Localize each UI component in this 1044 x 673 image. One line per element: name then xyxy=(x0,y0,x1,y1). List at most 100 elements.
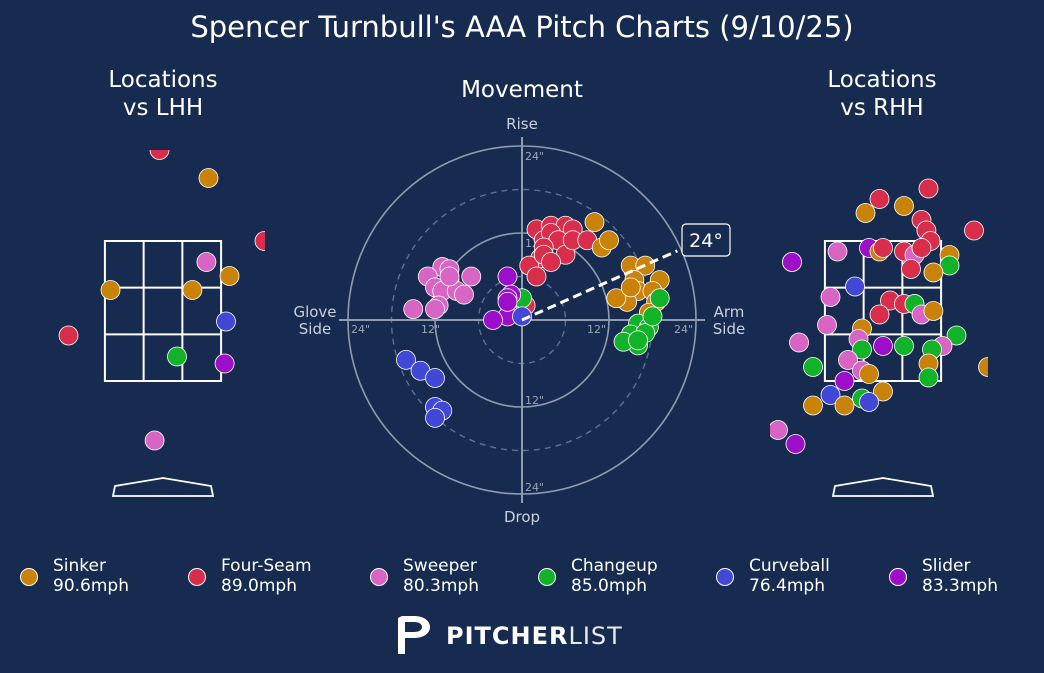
pitch-point-slider xyxy=(785,434,806,454)
pitch-point-sinker xyxy=(923,301,944,321)
movement-point-sweeper xyxy=(403,299,424,320)
logo-text-bold: PITCHER xyxy=(446,622,569,650)
pitch-point-four-seam xyxy=(901,259,921,279)
pitch-point-four-seam xyxy=(254,231,265,251)
movement-point-sinker xyxy=(599,230,619,251)
movement-point-sinker xyxy=(606,288,627,309)
pitch-point-four-seam xyxy=(869,304,890,325)
pitcherlist-logo-icon xyxy=(398,616,430,654)
movement-point-curveball xyxy=(396,349,416,370)
pitch-point-sweeper xyxy=(817,315,837,335)
ring-label: 12" xyxy=(525,394,544,407)
legend-swatch xyxy=(889,568,907,586)
pitch-point-sinker xyxy=(873,381,893,402)
movement-point-slider xyxy=(497,266,518,287)
movement-point-curveball xyxy=(425,407,445,428)
ring-label: 12" xyxy=(421,323,440,336)
ring-label: 24" xyxy=(525,150,544,163)
pitch-point-sinker xyxy=(182,280,203,300)
pitcherlist-logo-text: PITCHERLIST xyxy=(446,622,623,650)
pitch-point-curveball xyxy=(845,276,865,297)
rhh-panel-title: Locations vs RHH xyxy=(827,67,937,121)
movement-point-four-seam xyxy=(526,266,547,287)
pitch-point-sinker xyxy=(978,357,988,377)
pitch-point-changeup xyxy=(167,346,187,367)
pitcherlist-logo: PITCHERLIST xyxy=(394,612,634,658)
pitch-point-curveball xyxy=(820,385,841,405)
arm-angle-value: 24° xyxy=(689,230,723,252)
rhh-location-chart xyxy=(770,178,988,497)
movement-point-sweeper xyxy=(454,284,474,305)
arm-angle-line xyxy=(521,249,678,322)
pitch-point-sweeper xyxy=(789,332,809,353)
drop-label: Drop xyxy=(504,508,540,526)
pitch-legend: Sinker 90.6mph Four-Seam 89.0mph Sweeper 80.3… xyxy=(20,556,1030,600)
pitch-point-curveball xyxy=(859,392,879,412)
legend-pitch-speed: 76.4mph xyxy=(749,576,825,596)
pitch-point-sweeper xyxy=(838,350,858,370)
legend-pitch-name: Curveball xyxy=(749,556,830,576)
legend-pitch-name: Slider xyxy=(922,556,971,576)
movement-point-sweeper xyxy=(439,266,460,287)
pitch-point-changeup xyxy=(894,336,914,356)
pitch-point-slider xyxy=(834,371,855,391)
movement-point-sinker xyxy=(584,212,605,233)
movement-point-changeup xyxy=(642,306,663,327)
pitch-point-curveball xyxy=(216,311,236,332)
arm-angle-badge: 24° xyxy=(681,223,731,257)
pitch-point-changeup xyxy=(946,325,967,346)
movement-point-sweeper xyxy=(461,266,482,287)
pitch-point-changeup xyxy=(852,339,872,360)
legend-pitch-name: Sweeper xyxy=(403,556,477,576)
movement-point-sweeper xyxy=(425,299,445,320)
movement-point-slider xyxy=(497,291,518,312)
ring-label: 24" xyxy=(351,323,370,336)
pitch-point-sinker xyxy=(219,266,240,286)
pitch-point-sweeper xyxy=(196,252,217,272)
pitch-point-slider xyxy=(782,252,802,272)
movement-point-changeup xyxy=(649,288,670,309)
legend-pitch-speed: 80.3mph xyxy=(403,576,479,596)
legend-swatch xyxy=(20,568,38,586)
pitch-point-sinker xyxy=(923,262,944,283)
pitch-point-sinker xyxy=(855,203,876,223)
movement-point-curveball xyxy=(512,306,532,327)
legend-pitch-speed: 90.6mph xyxy=(53,576,129,596)
pitch-point-sinker xyxy=(100,280,121,300)
home-plate xyxy=(831,477,935,497)
pitch-point-slider xyxy=(873,336,893,356)
legend-swatch xyxy=(538,568,556,586)
glove-side-label: Glove Side xyxy=(293,303,336,338)
pitch-point-sinker xyxy=(198,168,219,188)
lhh-location-chart xyxy=(58,150,265,497)
pitch-point-four-seam xyxy=(149,150,170,160)
movement-chart: 24"12"12"24"24"12"12"24"RiseDropGloveSid… xyxy=(293,115,745,526)
pitch-point-sinker xyxy=(834,395,855,416)
logo-text-light: LIST xyxy=(568,622,623,650)
pitch-point-slider xyxy=(214,353,235,374)
pitch-point-sweeper xyxy=(144,430,165,451)
lhh-panel-title: Locations vs LHH xyxy=(108,67,218,121)
arm-side-label: Arm Side xyxy=(713,303,745,338)
pitch-point-four-seam xyxy=(911,238,932,258)
pitch-point-sweeper xyxy=(820,287,841,307)
pitch-point-four-seam xyxy=(964,220,984,241)
legend-pitch-name: Four-Seam xyxy=(221,556,312,576)
pitch-point-sinker xyxy=(894,196,914,216)
legend-swatch xyxy=(370,568,388,586)
movement-point-slider xyxy=(483,310,503,330)
pitch-point-sweeper xyxy=(827,241,848,262)
pitch-point-four-seam xyxy=(869,189,890,209)
legend-pitch-name: Changeup xyxy=(571,556,658,576)
legend-pitch-speed: 89.0mph xyxy=(221,576,297,596)
legend-swatch xyxy=(188,568,206,586)
legend-pitch-name: Sinker xyxy=(53,556,106,576)
pitch-point-sinker xyxy=(803,395,823,416)
legend-pitch-speed: 83.3mph xyxy=(922,576,998,596)
legend-pitch-speed: 85.0mph xyxy=(571,576,647,596)
movement-point-curveball xyxy=(425,368,445,388)
pitch-point-four-seam xyxy=(918,178,939,199)
pitch-point-four-seam xyxy=(58,325,79,346)
rise-label: Rise xyxy=(506,115,538,133)
movement-panel-title: Movement xyxy=(461,77,583,103)
